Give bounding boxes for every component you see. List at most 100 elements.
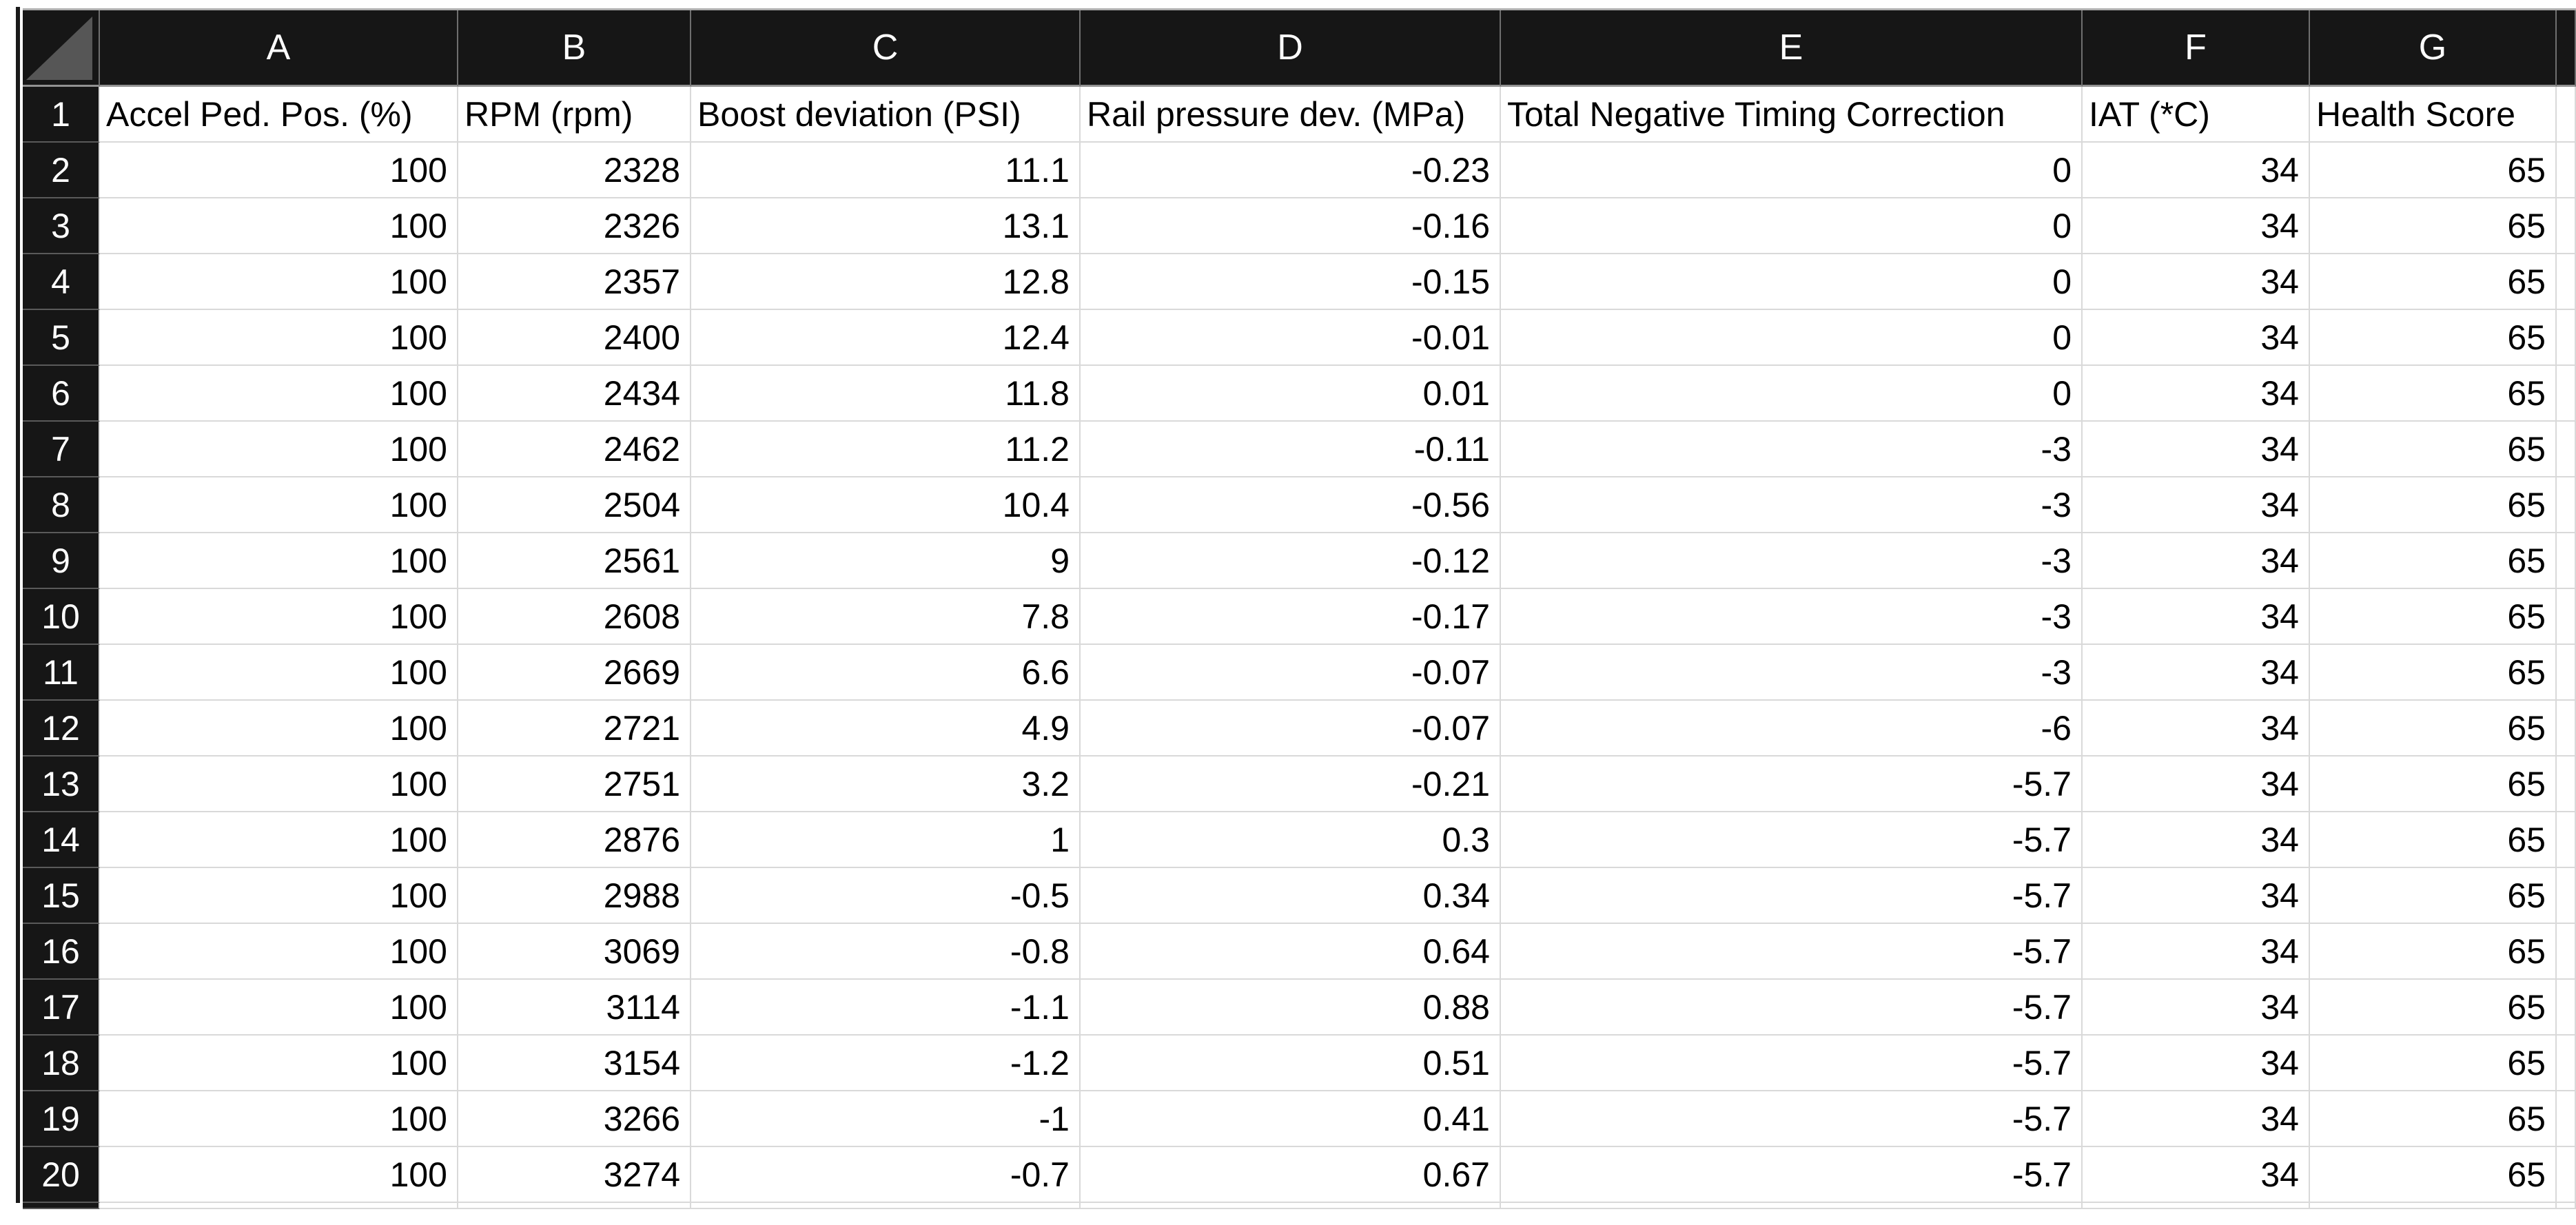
- cell-E13[interactable]: -5.7: [1501, 756, 2083, 812]
- cell-partial-10[interactable]: [2557, 589, 2576, 645]
- cell-F16[interactable]: 34: [2083, 924, 2310, 980]
- cell-G4[interactable]: 65: [2310, 254, 2557, 310]
- cell-partial-3[interactable]: [2557, 198, 2576, 254]
- cell-A2[interactable]: 100: [100, 143, 458, 198]
- cell-D3[interactable]: -0.16: [1081, 198, 1501, 254]
- cell-G12[interactable]: 65: [2310, 701, 2557, 756]
- cell-F17[interactable]: 34: [2083, 980, 2310, 1036]
- cell-E19[interactable]: -5.7: [1501, 1091, 2083, 1147]
- cell-D10[interactable]: -0.17: [1081, 589, 1501, 645]
- row-header-12[interactable]: 12: [23, 701, 100, 756]
- row-header-3[interactable]: 3: [23, 198, 100, 254]
- cell-C9[interactable]: 9: [691, 533, 1081, 589]
- cell-C3[interactable]: 13.1: [691, 198, 1081, 254]
- cell-F11[interactable]: 34: [2083, 645, 2310, 701]
- cell-B19[interactable]: 3266: [458, 1091, 691, 1147]
- row-header-5[interactable]: 5: [23, 310, 100, 366]
- cell-A14[interactable]: 100: [100, 812, 458, 868]
- cell-G1[interactable]: Health Score: [2310, 87, 2557, 143]
- cell-G9[interactable]: 65: [2310, 533, 2557, 589]
- cell-E18[interactable]: -5.7: [1501, 1036, 2083, 1091]
- cell-E17[interactable]: -5.7: [1501, 980, 2083, 1036]
- cell-E9[interactable]: -3: [1501, 533, 2083, 589]
- cell-B17[interactable]: 3114: [458, 980, 691, 1036]
- cell-G20[interactable]: 65: [2310, 1147, 2557, 1203]
- cell-G17[interactable]: 65: [2310, 980, 2557, 1036]
- cell-partial-11[interactable]: [2557, 645, 2576, 701]
- cell-G2[interactable]: 65: [2310, 143, 2557, 198]
- cell-partial-17[interactable]: [2557, 980, 2576, 1036]
- cell-D18[interactable]: 0.51: [1081, 1036, 1501, 1091]
- cell-partial-18[interactable]: [2557, 1036, 2576, 1091]
- cell-E5[interactable]: 0: [1501, 310, 2083, 366]
- cell-F4[interactable]: 34: [2083, 254, 2310, 310]
- cell-G6[interactable]: 65: [2310, 366, 2557, 422]
- cell-partial-14[interactable]: [2557, 812, 2576, 868]
- cell-C1[interactable]: Boost deviation (PSI): [691, 87, 1081, 143]
- row-header-9[interactable]: 9: [23, 533, 100, 589]
- cell-B18[interactable]: 3154: [458, 1036, 691, 1091]
- row-header-21-partial[interactable]: [23, 1203, 100, 1209]
- cell-G14[interactable]: 65: [2310, 812, 2557, 868]
- cell-partial-5[interactable]: [2557, 310, 2576, 366]
- cell-B12[interactable]: 2721: [458, 701, 691, 756]
- cell-E11[interactable]: -3: [1501, 645, 2083, 701]
- cell-partial-20[interactable]: [2557, 1147, 2576, 1203]
- cell-partial-6[interactable]: [2557, 366, 2576, 422]
- cell-partial-21[interactable]: [2083, 1203, 2310, 1209]
- cell-F2[interactable]: 34: [2083, 143, 2310, 198]
- cell-A8[interactable]: 100: [100, 477, 458, 533]
- cell-C8[interactable]: 10.4: [691, 477, 1081, 533]
- cell-D16[interactable]: 0.64: [1081, 924, 1501, 980]
- column-header-G[interactable]: G: [2310, 10, 2557, 87]
- cell-A10[interactable]: 100: [100, 589, 458, 645]
- cell-A5[interactable]: 100: [100, 310, 458, 366]
- cell-partial-2[interactable]: [2557, 143, 2576, 198]
- cell-B5[interactable]: 2400: [458, 310, 691, 366]
- cell-C17[interactable]: -1.1: [691, 980, 1081, 1036]
- cell-partial-19[interactable]: [2557, 1091, 2576, 1147]
- cell-partial-21[interactable]: [2310, 1203, 2557, 1209]
- cell-D11[interactable]: -0.07: [1081, 645, 1501, 701]
- cell-A4[interactable]: 100: [100, 254, 458, 310]
- cell-B10[interactable]: 2608: [458, 589, 691, 645]
- cell-partial-21[interactable]: [458, 1203, 691, 1209]
- cell-partial-21[interactable]: [100, 1203, 458, 1209]
- cell-B3[interactable]: 2326: [458, 198, 691, 254]
- row-header-20[interactable]: 20: [23, 1147, 100, 1203]
- cell-F13[interactable]: 34: [2083, 756, 2310, 812]
- cell-G3[interactable]: 65: [2310, 198, 2557, 254]
- row-header-14[interactable]: 14: [23, 812, 100, 868]
- cell-G7[interactable]: 65: [2310, 422, 2557, 477]
- cell-F19[interactable]: 34: [2083, 1091, 2310, 1147]
- cell-B1[interactable]: RPM (rpm): [458, 87, 691, 143]
- cell-A9[interactable]: 100: [100, 533, 458, 589]
- cell-D7[interactable]: -0.11: [1081, 422, 1501, 477]
- cell-partial-1[interactable]: [2557, 87, 2576, 143]
- column-header-A[interactable]: A: [100, 10, 458, 87]
- cell-G16[interactable]: 65: [2310, 924, 2557, 980]
- cell-partial-8[interactable]: [2557, 477, 2576, 533]
- cell-G8[interactable]: 65: [2310, 477, 2557, 533]
- cell-E2[interactable]: 0: [1501, 143, 2083, 198]
- cell-partial-21[interactable]: [1081, 1203, 1501, 1209]
- cell-D8[interactable]: -0.56: [1081, 477, 1501, 533]
- cell-partial-7[interactable]: [2557, 422, 2576, 477]
- row-header-7[interactable]: 7: [23, 422, 100, 477]
- cell-E4[interactable]: 0: [1501, 254, 2083, 310]
- cell-partial-16[interactable]: [2557, 924, 2576, 980]
- cell-D9[interactable]: -0.12: [1081, 533, 1501, 589]
- cell-B4[interactable]: 2357: [458, 254, 691, 310]
- cell-D12[interactable]: -0.07: [1081, 701, 1501, 756]
- cell-D14[interactable]: 0.3: [1081, 812, 1501, 868]
- cell-B6[interactable]: 2434: [458, 366, 691, 422]
- cell-partial-15[interactable]: [2557, 868, 2576, 924]
- cell-G11[interactable]: 65: [2310, 645, 2557, 701]
- cell-A1[interactable]: Accel Ped. Pos. (%): [100, 87, 458, 143]
- cell-E12[interactable]: -6: [1501, 701, 2083, 756]
- column-header-D[interactable]: D: [1081, 10, 1501, 87]
- cell-A19[interactable]: 100: [100, 1091, 458, 1147]
- cell-B9[interactable]: 2561: [458, 533, 691, 589]
- cell-G15[interactable]: 65: [2310, 868, 2557, 924]
- cell-C14[interactable]: 1: [691, 812, 1081, 868]
